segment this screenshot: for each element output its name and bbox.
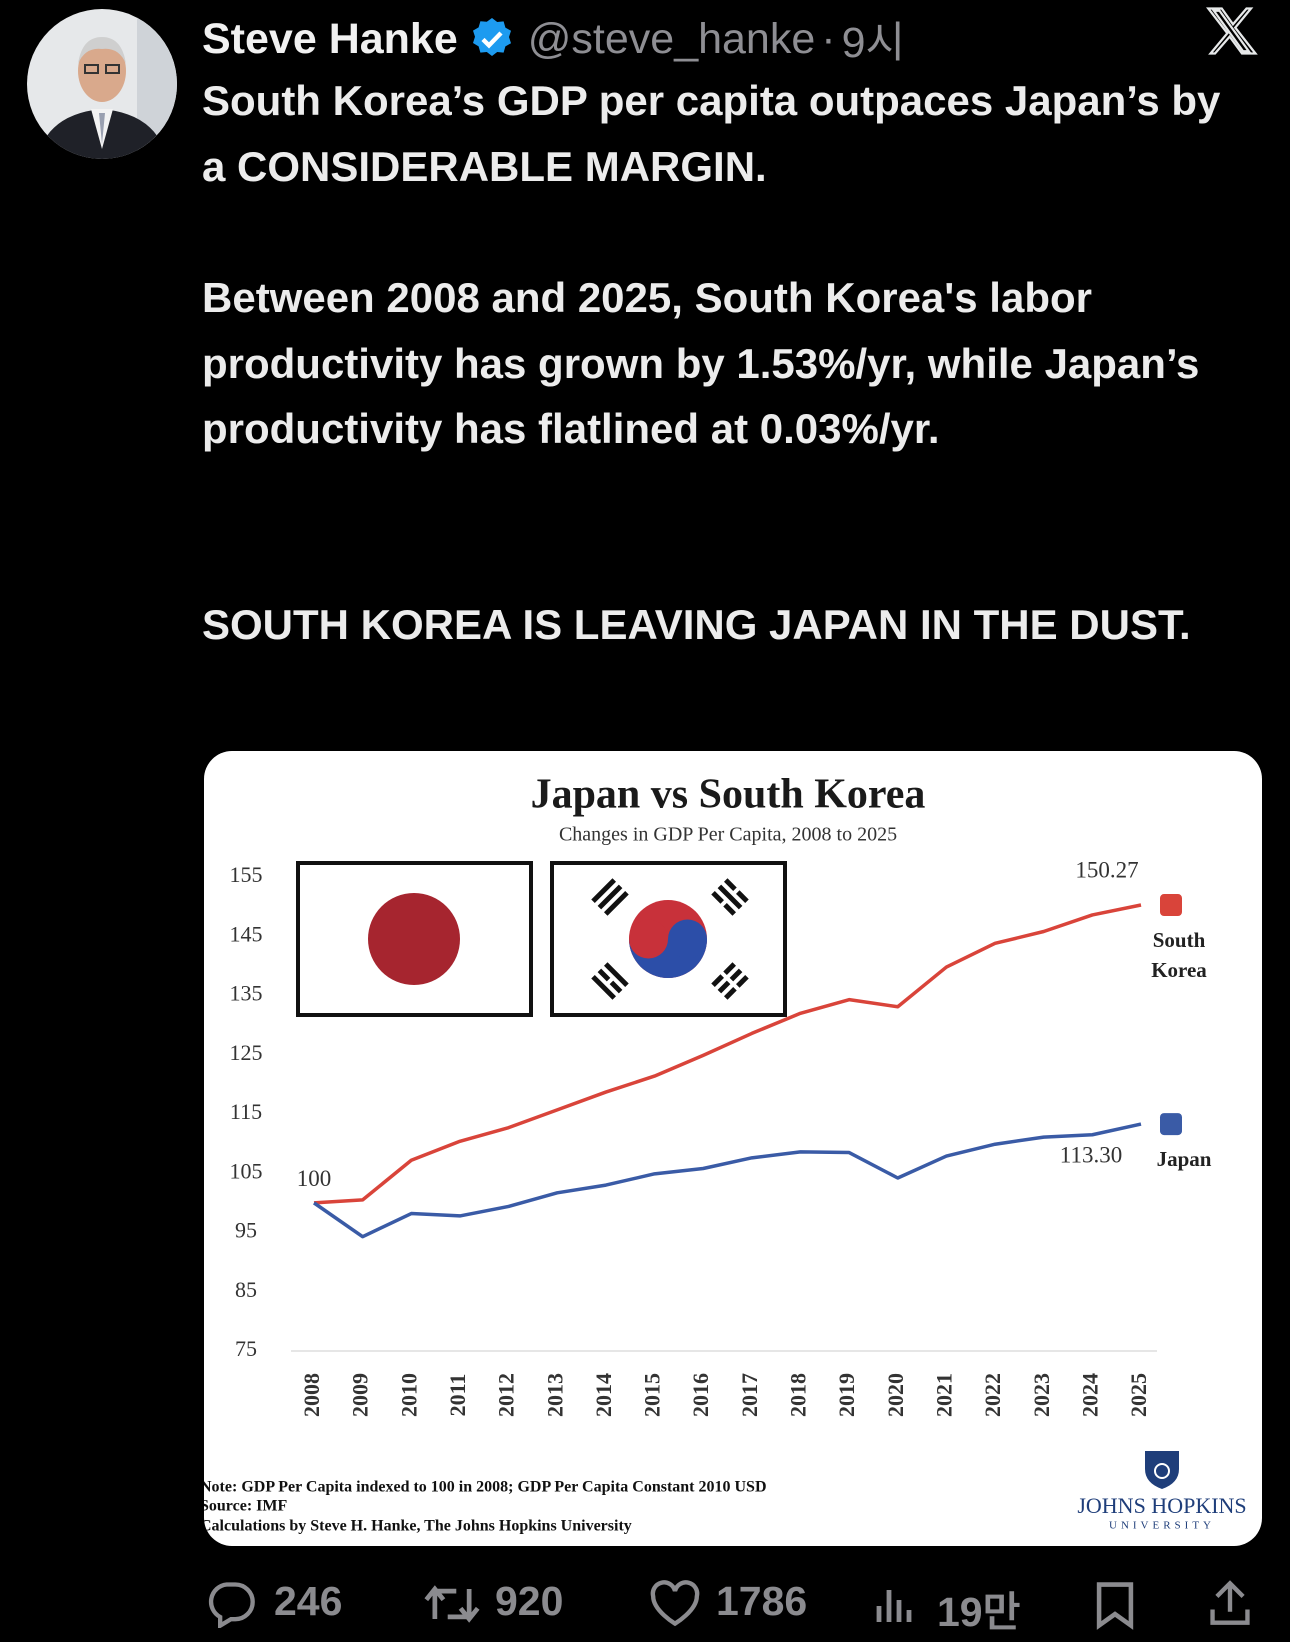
x-tick-label: 2008 bbox=[299, 1373, 324, 1417]
x-tick-label: 2020 bbox=[883, 1373, 908, 1417]
logo-subname: UNIVERSITY bbox=[1109, 1520, 1215, 1532]
y-tick-label: 135 bbox=[230, 981, 263, 1006]
views-count: 19만 bbox=[937, 1589, 1021, 1635]
legend-label: South Korea bbox=[1151, 928, 1207, 983]
separator: · bbox=[821, 14, 836, 63]
x-tick-label: 2011 bbox=[445, 1374, 470, 1417]
chart-note: Note: GDP Per Capita indexed to 100 in 2… bbox=[204, 1479, 767, 1496]
logo-name: JOHNS HOPKINS bbox=[1077, 1493, 1246, 1518]
author-name[interactable]: Steve Hanke bbox=[202, 14, 458, 63]
like-icon[interactable] bbox=[648, 1580, 702, 1628]
x-tick-label: 2015 bbox=[640, 1373, 665, 1417]
data-label: 100 bbox=[297, 1166, 332, 1191]
y-tick-label: 115 bbox=[230, 1099, 262, 1124]
chart-image[interactable]: Japan vs South Korea Changes in GDP Per … bbox=[204, 751, 1262, 1546]
x-logo[interactable] bbox=[1206, 6, 1260, 56]
x-tick-label: 2014 bbox=[591, 1373, 616, 1417]
legend-label: Japan bbox=[1156, 1147, 1212, 1172]
data-label: 113.30 bbox=[1060, 1142, 1122, 1167]
japan-flag bbox=[296, 861, 533, 1017]
legend-marker bbox=[1160, 894, 1182, 917]
x-tick-label: 2016 bbox=[688, 1373, 713, 1417]
series-line bbox=[313, 903, 1142, 1205]
timestamp[interactable]: 9시 bbox=[841, 19, 906, 67]
y-tick-label: 85 bbox=[235, 1277, 257, 1302]
chart-credit: Calculations by Steve H. Hanke, The John… bbox=[204, 1518, 632, 1535]
x-tick-label: 2010 bbox=[396, 1373, 421, 1417]
jhu-shield bbox=[1145, 1451, 1179, 1489]
x-tick-label: 2019 bbox=[834, 1373, 859, 1417]
tweet-text: South Korea’s GDP per capita outpaces Ja… bbox=[202, 77, 1221, 190]
chart: Japan vs South Korea Changes in GDP Per … bbox=[204, 772, 1247, 1535]
x-tick-label: 2023 bbox=[1029, 1373, 1054, 1417]
reply-count: 246 bbox=[274, 1578, 343, 1624]
x-tick-label: 2012 bbox=[494, 1373, 519, 1417]
series-line bbox=[313, 1122, 1142, 1239]
tweet-text: Between 2008 and 2025, South Korea's lab… bbox=[202, 274, 1200, 452]
verified-badge bbox=[472, 18, 511, 57]
x-tick-label: 2009 bbox=[348, 1373, 373, 1417]
chart-source: Source: IMF bbox=[204, 1498, 287, 1515]
y-tick-label: 75 bbox=[235, 1336, 257, 1361]
x-tick-label: 2017 bbox=[737, 1373, 762, 1417]
x-tick-label: 2013 bbox=[542, 1373, 567, 1417]
like-count: 1786 bbox=[716, 1578, 808, 1624]
korea-flag bbox=[550, 861, 787, 1017]
avatar[interactable] bbox=[27, 9, 177, 159]
share-icon[interactable] bbox=[1206, 1578, 1254, 1628]
reply-icon[interactable] bbox=[205, 1580, 257, 1628]
legend-marker bbox=[1160, 1113, 1182, 1136]
y-tick-label: 105 bbox=[230, 1158, 263, 1183]
author-handle[interactable]: @steve_hanke bbox=[527, 14, 816, 63]
chart-title: Japan vs South Korea bbox=[531, 772, 926, 818]
y-tick-label: 145 bbox=[230, 921, 263, 946]
y-tick-label: 155 bbox=[230, 862, 263, 887]
y-tick-label: 125 bbox=[230, 1040, 263, 1065]
x-tick-label: 2024 bbox=[1077, 1373, 1102, 1417]
tweet-text: SOUTH KOREA IS LEAVING JAPAN IN THE DUST… bbox=[202, 601, 1191, 648]
repost-count: 920 bbox=[495, 1578, 564, 1624]
x-tick-label: 2021 bbox=[931, 1373, 956, 1417]
data-label: 150.27 bbox=[1075, 857, 1138, 882]
y-tick-label: 95 bbox=[235, 1218, 257, 1243]
tweet-header: Steve Hanke @steve_hanke · 9시 bbox=[202, 8, 905, 70]
x-tick-label: 2018 bbox=[786, 1373, 811, 1417]
views-icon[interactable] bbox=[872, 1582, 918, 1626]
bookmark-icon[interactable] bbox=[1092, 1580, 1138, 1630]
x-tick-label: 2025 bbox=[1126, 1373, 1151, 1417]
repost-icon[interactable] bbox=[422, 1580, 482, 1628]
chart-subtitle: Changes in GDP Per Capita, 2008 to 2025 bbox=[559, 824, 897, 846]
x-tick-label: 2022 bbox=[980, 1373, 1005, 1417]
